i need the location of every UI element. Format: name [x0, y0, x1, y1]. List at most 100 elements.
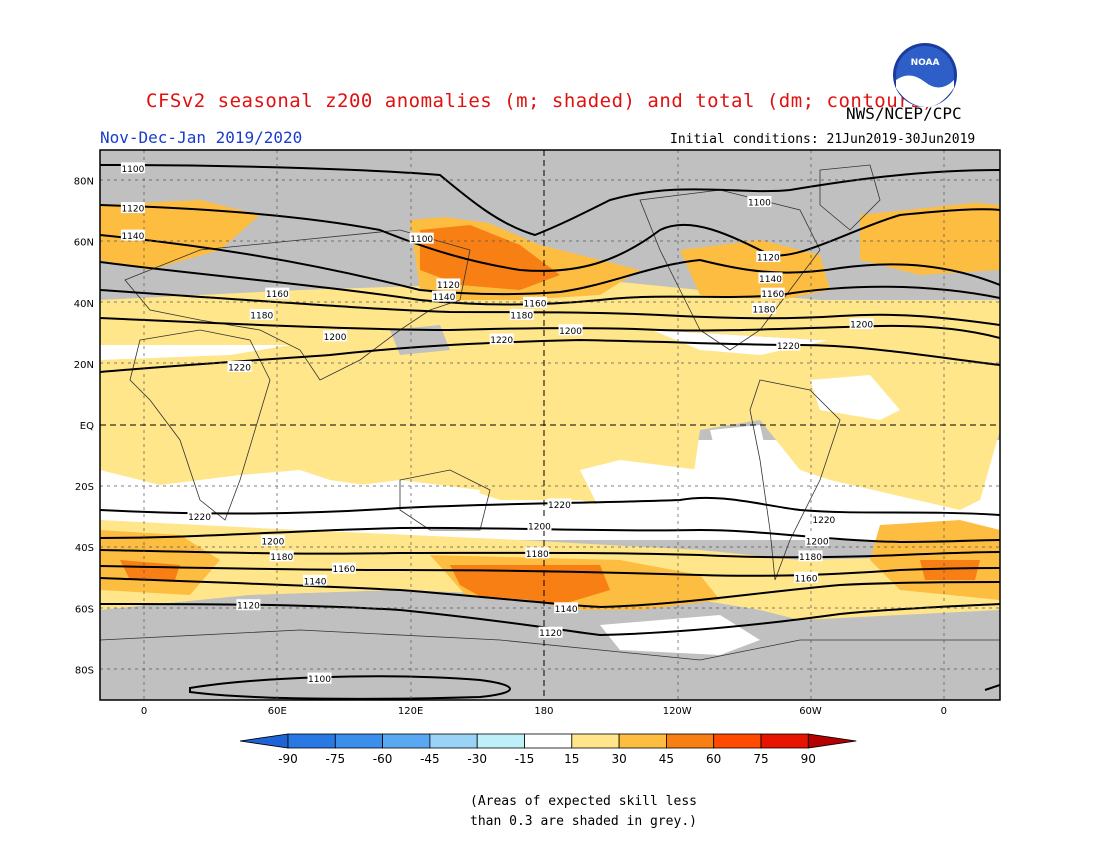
contour-label-text: 1180 [799, 553, 822, 563]
contour-1100-nh [100, 164, 1000, 237]
contour-label-text: 1120 [237, 602, 260, 612]
contour-label-text: 1160 [795, 574, 818, 584]
colorbar-tick-label: -75 [325, 752, 345, 766]
colorbar-segment [287, 733, 336, 749]
contour-label: 1220 [489, 333, 514, 346]
coast-antarctica [100, 629, 1000, 661]
contour-1120-sh [100, 603, 1000, 637]
contour-label-text: 1200 [528, 522, 551, 532]
lat-label: 80N [74, 177, 94, 188]
contour-label-text: 1120 [121, 205, 144, 215]
dark-orange-north-pacific [420, 225, 560, 290]
lon-label: 0 [941, 706, 947, 717]
orange-north-atlantic [860, 200, 1000, 275]
colorbar-segment [334, 733, 384, 749]
colorbar-tick-label: -45 [420, 752, 440, 766]
contour-label: 1200 [558, 324, 583, 337]
contour-label-text: 1100 [121, 165, 144, 175]
colorbar-segment [571, 733, 620, 749]
coast-south-america [749, 379, 841, 581]
white-patch-america [810, 375, 900, 420]
contour-1100-sh-east [984, 684, 1000, 691]
colorbar: -90 -75 -60 -45 -30 -15 15 30 45 60 75 90 [239, 733, 857, 766]
contour-label: 1160 [760, 287, 785, 300]
contour-1160-sh [100, 565, 1000, 577]
lat-label: 20N [74, 360, 94, 371]
contour-label: 1180 [751, 302, 776, 315]
contour-label-text: 1220 [777, 342, 800, 352]
contour-label-text: 1200 [806, 538, 829, 548]
contour-label-text: 1120 [539, 629, 562, 639]
contour-label-text: 1180 [526, 550, 549, 560]
lat-label: 40N [74, 299, 94, 310]
contour-label: 1220 [811, 513, 836, 526]
contour-label: 1100 [307, 672, 332, 685]
contour-label-text: 1220 [548, 501, 571, 511]
contour-label-text: 1200 [559, 327, 582, 337]
contour-label: 1140 [758, 272, 783, 285]
colorbar-tick-label: -30 [467, 752, 487, 766]
contour-1200-sh [100, 526, 1000, 544]
contour-label: 1200 [323, 330, 348, 343]
height-contours [100, 164, 1000, 700]
contour-label-text: 1200 [261, 538, 284, 548]
dark-orange-sh-west [120, 560, 180, 580]
contour-label-text: 1100 [410, 235, 433, 245]
contour-label: 1140 [303, 574, 328, 587]
lat-label: 60S [75, 604, 94, 615]
contour-label: 1200 [805, 535, 830, 548]
coast-australia [399, 469, 491, 531]
contour-label: 1160 [794, 571, 819, 584]
contour-label-text: 1160 [524, 299, 547, 309]
contour-label-text: 1200 [850, 321, 873, 331]
contour-label-text: 1140 [432, 293, 455, 303]
colorbar-segment [807, 733, 857, 749]
contour-label-text: 1200 [324, 333, 347, 343]
contour-label: 1200 [849, 318, 874, 331]
lat-label: 80S [75, 665, 94, 676]
colorbar-segment [760, 733, 809, 749]
anomaly-map: 1100 1120 1140 1100 1120 1140 1160 1180 1200 1220… [74, 149, 1001, 717]
contour-label: 1180 [525, 547, 550, 560]
colorbar-segment [524, 733, 573, 749]
dark-orange-south-pacific [450, 565, 610, 605]
contour-1120-nh [100, 204, 1000, 272]
white-antarctic-patch [600, 615, 760, 655]
contour-label: 1160 [331, 562, 356, 575]
contour-1220-nh [100, 338, 1000, 373]
contour-label-text: 1100 [308, 675, 331, 685]
contour-label: 1220 [776, 339, 801, 352]
contour-label: 1120 [436, 278, 461, 291]
orange-nh-west [100, 200, 260, 270]
contour-label: 1100 [747, 195, 772, 208]
contour-label-text: 1180 [510, 312, 533, 322]
white-patch-pacific-s [580, 460, 720, 530]
contour-1160-nh [100, 261, 1000, 306]
map-frame [99, 149, 1001, 701]
colorbar-tick-label: 90 [801, 752, 816, 766]
lat-label: 40S [75, 543, 94, 554]
contour-label-text: 1160 [266, 290, 289, 300]
contour-label: 1140 [120, 229, 145, 242]
colorbar-tick-label: -15 [515, 752, 535, 766]
forecast-period: Nov-Dec-Jan 2019/2020 [100, 128, 303, 147]
contour-label-text: 1100 [748, 198, 771, 208]
contour-label-text: 1220 [228, 363, 251, 373]
contour-label: 1120 [120, 202, 145, 215]
coastlines [100, 164, 1000, 661]
contour-label-text: 1180 [270, 553, 293, 563]
contour-label: 1120 [538, 626, 563, 639]
contour-label: 1180 [269, 550, 294, 563]
contour-label: 1100 [409, 232, 434, 245]
colorbar-segment [429, 733, 478, 749]
agency-label: NWS/NCEP/CPC [846, 104, 962, 123]
lon-label: 120E [398, 706, 423, 717]
contour-label: 1160 [523, 296, 548, 309]
colorbar-tick-label: -60 [373, 752, 393, 766]
contour-label: 1100 [120, 162, 145, 175]
footnote-line-2: than 0.3 are shaded in grey.) [470, 814, 697, 829]
contour-label: 1220 [187, 510, 212, 523]
contour-label: 1160 [265, 287, 290, 300]
contour-1100-sh [189, 675, 511, 700]
contour-1140-sh [100, 577, 1000, 609]
